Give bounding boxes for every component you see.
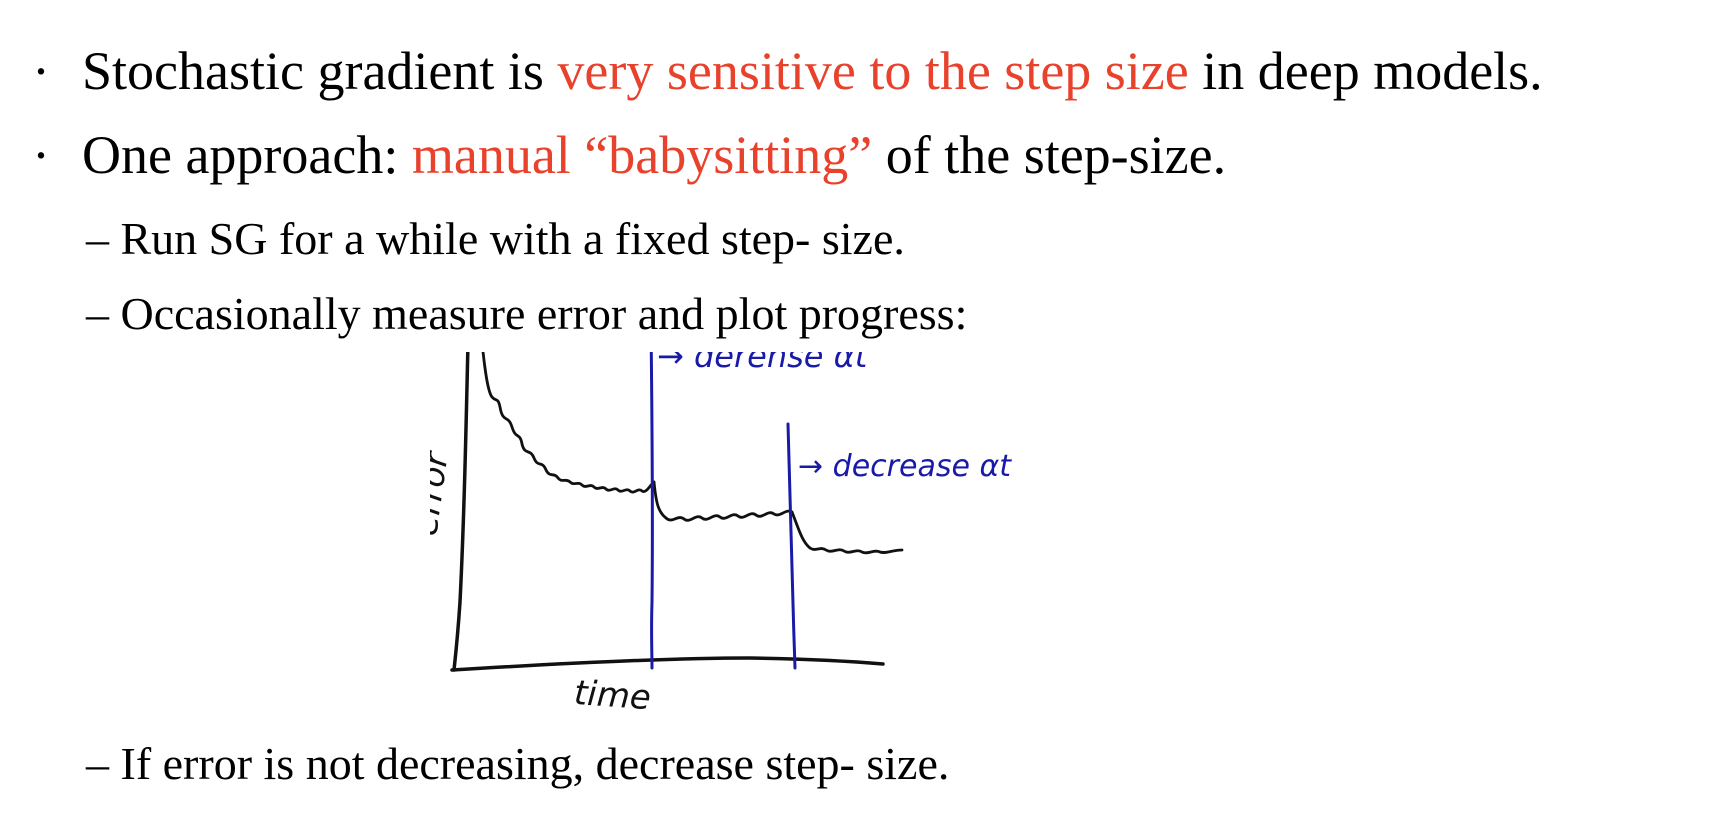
bullet-text: One approach: manual “babysitting” of th… xyxy=(82,128,1226,182)
error-curve-segment-1 xyxy=(481,352,656,494)
bullet-suffix: of the step-size. xyxy=(872,125,1227,185)
error-curve-drop-2 xyxy=(790,510,812,550)
error-curve-segment-2 xyxy=(664,509,794,522)
bullet-prefix: One approach: xyxy=(82,125,412,185)
annotation-2: → decrease αt xyxy=(798,449,1012,484)
bullet-suffix: in deep models. xyxy=(1188,41,1543,101)
bullet-highlight: manual “babysitting” xyxy=(411,125,873,185)
sub-item-2: – Occasionally measure error and plot pr… xyxy=(86,288,968,339)
bullet-highlight: very sensitive to the step size xyxy=(557,41,1189,101)
y-axis-label: error xyxy=(430,448,457,538)
bullet-dot: · xyxy=(32,41,50,101)
hand-drawn-error-plot: error time → derense αt → decrease αt xyxy=(430,352,1012,718)
bullet-text: Stochastic gradient is very sensitive to… xyxy=(82,44,1543,98)
error-curve-drop-1 xyxy=(652,480,668,520)
sub-item-3: – If error is not decreasing, decrease s… xyxy=(86,738,950,789)
x-axis xyxy=(450,656,885,672)
sub-item-1: – Run SG for a while with a fixed step- … xyxy=(86,213,905,264)
step-decrease-marker-1 xyxy=(649,352,654,670)
bullet-dot: · xyxy=(32,125,50,185)
step-decrease-marker-2 xyxy=(786,422,797,670)
x-axis-label: time xyxy=(573,673,652,718)
bullet-prefix: Stochastic gradient is xyxy=(82,41,558,101)
annotation-1: → derense αt xyxy=(657,352,869,375)
y-axis xyxy=(452,352,470,672)
error-curve-segment-3 xyxy=(808,546,904,555)
